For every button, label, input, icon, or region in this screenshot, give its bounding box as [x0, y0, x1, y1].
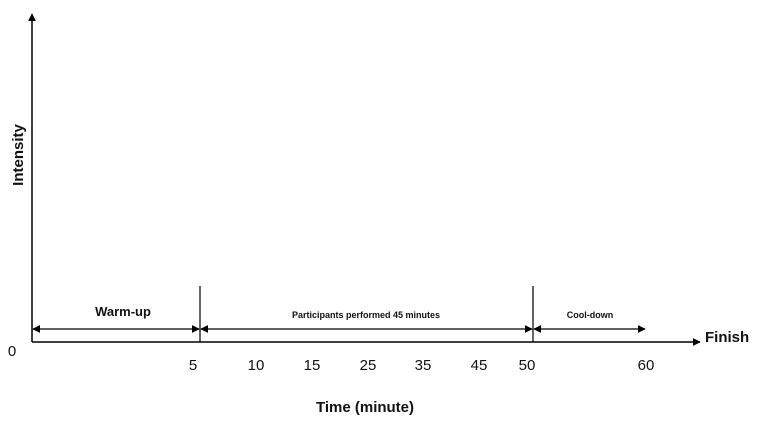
- tick-label: 10: [248, 357, 265, 374]
- origin-label: 0: [8, 343, 16, 360]
- tick-label: 45: [471, 357, 488, 374]
- cooldown-label: Cool-down: [567, 310, 614, 320]
- tick-label: 60: [638, 357, 655, 374]
- x-axis-label: Time (minute): [316, 399, 414, 416]
- main-phase-label: Participants performed 45 minutes: [292, 310, 440, 320]
- tick-label: 15: [304, 357, 321, 374]
- warmup-label: Warm-up: [95, 304, 151, 319]
- tick-label: 35: [415, 357, 432, 374]
- finish-label: Finish: [705, 329, 749, 346]
- tick-label: 5: [189, 357, 197, 374]
- tick-label: 25: [360, 357, 377, 374]
- y-axis-label: Intensity: [10, 124, 27, 186]
- tick-label: 50: [519, 357, 536, 374]
